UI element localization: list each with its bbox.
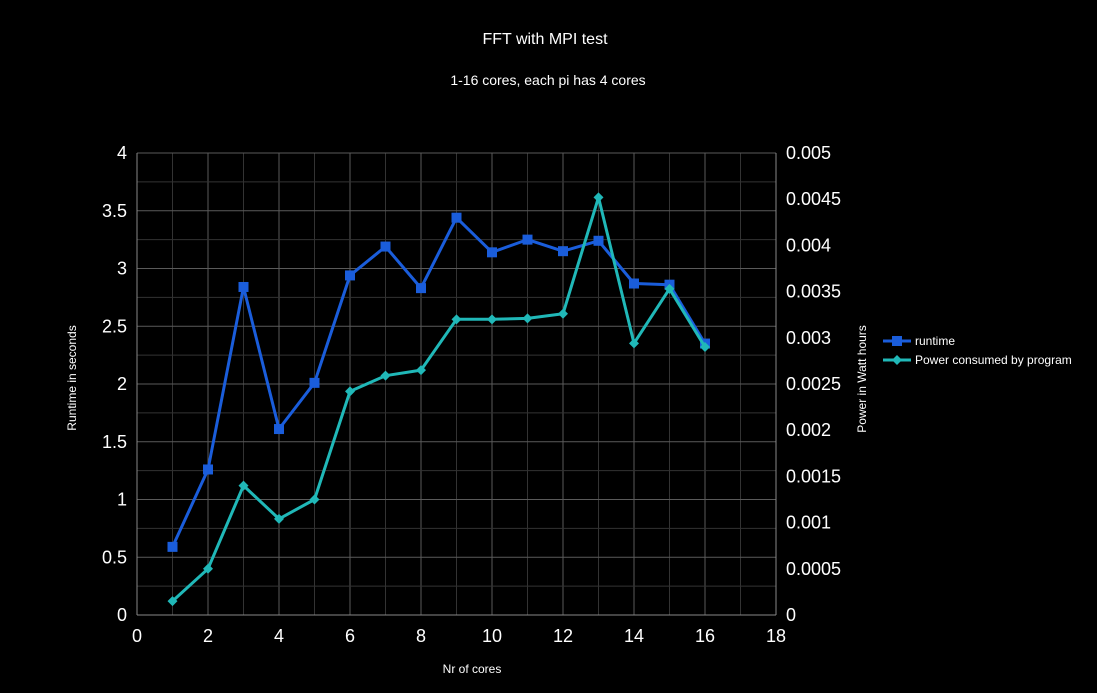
runtime-point: [558, 246, 568, 257]
y2-tick-label: 0.0025: [786, 374, 841, 394]
runtime-point: [238, 281, 249, 292]
y-axis-ticks: 0 0.5 1 1.5 2 2.5 3 3.5 4: [102, 143, 127, 625]
legend: runtime Power consumed by program: [883, 334, 1072, 367]
y-tick-label: 4: [117, 143, 127, 163]
power-point: [487, 314, 497, 325]
y2-tick-label: 0.0005: [786, 559, 841, 579]
power-point: [522, 313, 533, 324]
power-point: [345, 386, 355, 397]
x-tick-label: 16: [695, 626, 715, 646]
y-axis-label: Runtime in seconds: [65, 325, 79, 430]
y-tick-label: 0: [117, 605, 127, 625]
runtime-point: [380, 241, 391, 252]
power-point: [203, 563, 213, 574]
runtime-point: [203, 464, 213, 475]
legend-label: Power consumed by program: [915, 353, 1072, 367]
y-tick-label: 2.5: [102, 316, 127, 336]
series-line-2: [171, 195, 707, 603]
x-tick-label: 18: [766, 626, 786, 646]
y2-axis-label: Power in Watt hours: [855, 325, 869, 433]
power-point: [274, 513, 284, 524]
power-point: [593, 192, 604, 203]
legend-marker-diamond: [892, 355, 902, 365]
power-point: [416, 365, 426, 376]
runtime-point: [451, 212, 462, 223]
y2-tick-label: 0.0045: [786, 189, 841, 209]
runtime-point: [167, 541, 178, 552]
y-tick-label: 2: [117, 374, 127, 394]
x-tick-label: 0: [132, 626, 142, 646]
power-point: [167, 596, 178, 607]
y2-tick-label: 0.003: [786, 328, 831, 348]
y2-tick-label: 0.004: [786, 235, 831, 255]
runtime-point: [593, 235, 604, 246]
y2-tick-label: 0.0015: [786, 466, 841, 486]
legend-label: runtime: [915, 334, 955, 348]
power-point: [700, 342, 710, 353]
runtime-point: [309, 377, 320, 388]
runtime-point: [629, 278, 639, 289]
x-tick-label: 2: [203, 626, 213, 646]
runtime-point: [522, 234, 533, 245]
x-axis-label: Nr of cores: [443, 662, 502, 676]
power-point: [451, 314, 462, 325]
x-tick-label: 4: [274, 626, 284, 646]
x-tick-label: 8: [416, 626, 426, 646]
power-point: [309, 494, 320, 505]
power-point: [238, 480, 249, 491]
x-tick-label: 14: [624, 626, 644, 646]
x-axis-ticks: 0 2 4 6 8 10 12 14 16 18: [132, 626, 786, 646]
x-tick-label: 6: [345, 626, 355, 646]
x-tick-label: 12: [553, 626, 573, 646]
runtime-point: [487, 247, 497, 258]
y-tick-label: 1: [117, 490, 127, 510]
legend-marker-square: [892, 336, 902, 346]
y-tick-label: 3.5: [102, 201, 127, 221]
plot-area: [167, 192, 710, 607]
y-tick-label: 3: [117, 259, 127, 279]
runtime-point: [274, 424, 284, 435]
grid: [136, 152, 777, 616]
x-tick-label: 10: [482, 626, 502, 646]
y2-tick-label: 0.005: [786, 143, 831, 163]
y-tick-label: 0.5: [102, 547, 127, 567]
y2-tick-label: 0.0035: [786, 282, 841, 302]
chart-title: FFT with MPI test: [482, 31, 608, 48]
y-tick-label: 1.5: [102, 432, 127, 452]
series-line-1: [171, 216, 707, 548]
power-point: [380, 370, 391, 381]
runtime-point: [345, 270, 355, 281]
y2-tick-label: 0.001: [786, 513, 831, 533]
runtime-point: [416, 283, 426, 294]
power-point: [664, 283, 675, 294]
power-point: [558, 308, 568, 319]
y2-tick-label: 0: [786, 605, 796, 625]
chart-subtitle: 1-16 cores, each pi has 4 cores: [450, 72, 645, 88]
y2-tick-label: 0.002: [786, 420, 831, 440]
power-point: [629, 338, 639, 349]
y2-axis-ticks: 0 0.0005 0.001 0.0015 0.002 0.0025 0.003 0.0035…: [786, 143, 841, 625]
